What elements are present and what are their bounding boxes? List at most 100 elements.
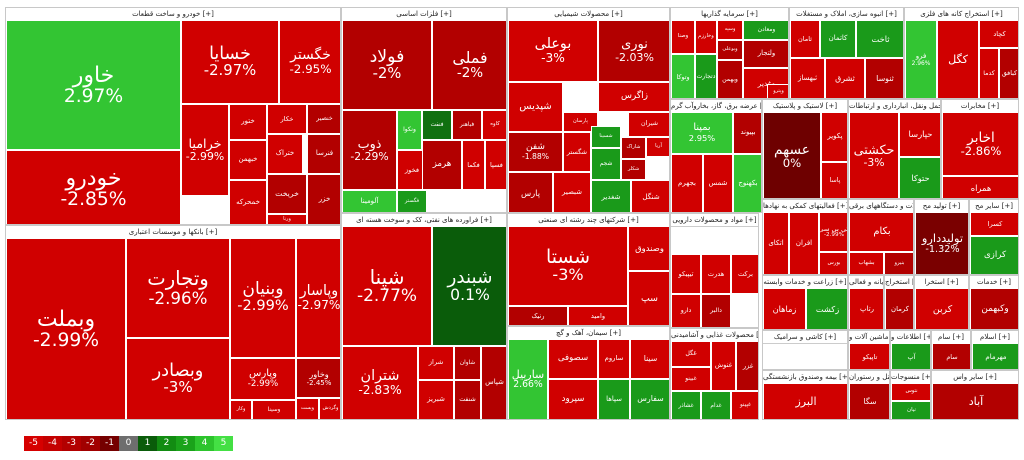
- symbol-tile[interactable]: کسرا: [970, 212, 1018, 236]
- symbol-tile[interactable]: خریخت: [267, 174, 307, 214]
- symbol-tile[interactable]: شکلر: [621, 159, 646, 180]
- symbol-tile[interactable]: هرمز: [422, 140, 462, 190]
- symbol-tile[interactable]: سپ: [628, 271, 669, 325]
- symbol-tile[interactable]: دتجارت: [695, 54, 717, 98]
- symbol-tile[interactable]: سصوفی: [548, 339, 598, 379]
- symbol-tile[interactable]: خکار: [267, 104, 307, 134]
- symbol-tile[interactable]: مهرمام: [972, 343, 1018, 369]
- symbol-tile[interactable]: فولاد -2%: [342, 20, 432, 110]
- symbol-tile[interactable]: وصنا: [671, 20, 695, 54]
- symbol-tile[interactable]: غگل: [671, 341, 711, 367]
- symbol-tile[interactable]: وسینا: [252, 400, 296, 419]
- symbol-tile[interactable]: خودرو -2.85%: [6, 150, 181, 224]
- symbol-tile[interactable]: پارس: [508, 172, 553, 212]
- symbol-tile[interactable]: بمپنا 2.95%: [671, 112, 733, 154]
- symbol-tile[interactable]: وبنیان -2.99%: [230, 238, 296, 358]
- symbol-tile[interactable]: وخارزم: [695, 20, 717, 54]
- symbol-tile[interactable]: بجهرم: [671, 154, 703, 212]
- symbol-tile[interactable]: کدما: [979, 48, 999, 98]
- symbol-tile[interactable]: ثاخت: [856, 20, 903, 58]
- symbol-tile[interactable]: شمس: [703, 154, 733, 212]
- symbol-tile[interactable]: شبریز: [418, 380, 454, 419]
- symbol-tile[interactable]: بنیرو: [884, 252, 913, 274]
- symbol-tile[interactable]: آلومینا: [342, 190, 397, 212]
- symbol-tile[interactable]: ومعادن: [743, 20, 788, 40]
- symbol-tile[interactable]: فرو 2.96%: [905, 20, 937, 98]
- symbol-tile[interactable]: کچاد: [979, 20, 1018, 48]
- symbol-tile[interactable]: برکت: [731, 254, 758, 294]
- symbol-tile[interactable]: دالبر: [701, 294, 731, 327]
- symbol-tile[interactable]: همراه: [942, 176, 1018, 198]
- symbol-tile[interactable]: اتکای: [763, 212, 789, 274]
- symbol-tile[interactable]: ثنوسا: [865, 58, 903, 98]
- symbol-tile[interactable]: خنصیر: [307, 104, 340, 134]
- symbol-tile[interactable]: وپاسار -2.97%: [296, 238, 340, 358]
- symbol-tile[interactable]: وصندوق: [628, 226, 669, 271]
- symbol-tile[interactable]: شراز: [418, 346, 454, 380]
- symbol-tile[interactable]: شبندر 0.1%: [432, 226, 506, 346]
- symbol-tile[interactable]: وتوکا: [671, 54, 695, 98]
- symbol-tile[interactable]: زاگرس: [598, 82, 669, 112]
- symbol-tile[interactable]: ختور: [229, 104, 267, 140]
- symbol-tile[interactable]: ثشرق: [825, 58, 865, 98]
- symbol-tile[interactable]: غبینو: [671, 367, 711, 391]
- symbol-tile[interactable]: غنوش: [711, 341, 736, 391]
- symbol-tile[interactable]: ورنا: [267, 214, 307, 224]
- symbol-tile[interactable]: ختراک: [267, 134, 303, 174]
- symbol-tile[interactable]: البرز: [763, 383, 847, 419]
- symbol-tile[interactable]: فگستر: [397, 190, 427, 212]
- symbol-tile[interactable]: بورس: [819, 252, 847, 274]
- symbol-tile[interactable]: دارو: [671, 294, 701, 327]
- symbol-tile[interactable]: حکشتی -3%: [849, 112, 899, 198]
- symbol-tile[interactable]: وسپه: [717, 20, 743, 40]
- sector-title[interactable]: مواد و محصولات دارویی [+]: [671, 214, 758, 227]
- symbol-tile[interactable]: پارسان: [563, 112, 598, 132]
- symbol-tile[interactable]: تاپیکو: [849, 343, 889, 369]
- symbol-tile[interactable]: شگستر: [563, 132, 591, 172]
- symbol-tile[interactable]: وپترو: [767, 84, 788, 98]
- symbol-tile[interactable]: اخابر -2.86%: [942, 112, 1018, 176]
- symbol-tile[interactable]: کرمان: [885, 288, 913, 329]
- symbol-tile[interactable]: حپارسا: [899, 112, 940, 157]
- symbol-tile[interactable]: شبصیر: [553, 172, 591, 212]
- sector-title[interactable]: کاشی و سرامیک [+]: [763, 331, 847, 344]
- symbol-tile[interactable]: ساروم: [598, 339, 630, 379]
- symbol-tile[interactable]: وگردش: [319, 398, 340, 419]
- symbol-tile[interactable]: فملی -2%: [432, 20, 506, 110]
- symbol-tile[interactable]: کبافق: [999, 48, 1018, 98]
- symbol-tile[interactable]: هدرت: [701, 254, 731, 294]
- symbol-tile[interactable]: زکشت: [806, 288, 847, 329]
- symbol-tile[interactable]: شپنا -2.77%: [342, 226, 432, 346]
- symbol-tile[interactable]: شستا -3%: [508, 226, 628, 306]
- symbol-tile[interactable]: کگل: [937, 20, 979, 98]
- symbol-tile[interactable]: غزر: [736, 341, 758, 391]
- symbol-tile[interactable]: ثبهساز: [790, 58, 825, 98]
- symbol-tile[interactable]: شاراک: [621, 137, 646, 159]
- symbol-tile[interactable]: وامید: [568, 306, 628, 325]
- symbol-tile[interactable]: سام: [932, 343, 970, 369]
- symbol-tile[interactable]: بوعلی -3%: [508, 20, 598, 82]
- symbol-tile[interactable]: خمحرکه: [229, 180, 267, 224]
- symbol-tile[interactable]: آپ: [891, 343, 930, 369]
- symbol-tile[interactable]: شاوان: [454, 346, 481, 380]
- symbol-tile[interactable]: فسپا: [485, 140, 506, 190]
- symbol-tile[interactable]: خاور 2.97%: [6, 20, 181, 150]
- symbol-tile[interactable]: غشاذر: [671, 391, 701, 419]
- symbol-tile[interactable]: بکام: [849, 212, 913, 252]
- symbol-tile[interactable]: عسهم 0%: [763, 112, 821, 198]
- symbol-tile[interactable]: شپاس: [481, 346, 506, 419]
- symbol-tile[interactable]: بشهاب: [849, 252, 884, 274]
- symbol-tile[interactable]: ونکوا: [397, 110, 422, 150]
- symbol-tile[interactable]: آریا: [646, 137, 669, 157]
- symbol-tile[interactable]: سینا: [630, 339, 669, 379]
- symbol-tile[interactable]: شجم: [591, 148, 621, 180]
- symbol-tile[interactable]: شنفت: [454, 380, 481, 419]
- symbol-tile[interactable]: خرامیا -2.99%: [181, 104, 229, 196]
- symbol-tile[interactable]: بپیوند: [733, 112, 761, 154]
- symbol-tile[interactable]: ثامان: [790, 20, 820, 58]
- symbol-tile[interactable]: شتران -2.83%: [342, 346, 418, 419]
- symbol-tile[interactable]: غپینو: [731, 391, 758, 419]
- symbol-tile[interactable]: وبملت -2.99%: [6, 238, 126, 419]
- symbol-tile[interactable]: فباهنر: [452, 110, 482, 140]
- symbol-tile[interactable]: سپاها: [598, 379, 630, 419]
